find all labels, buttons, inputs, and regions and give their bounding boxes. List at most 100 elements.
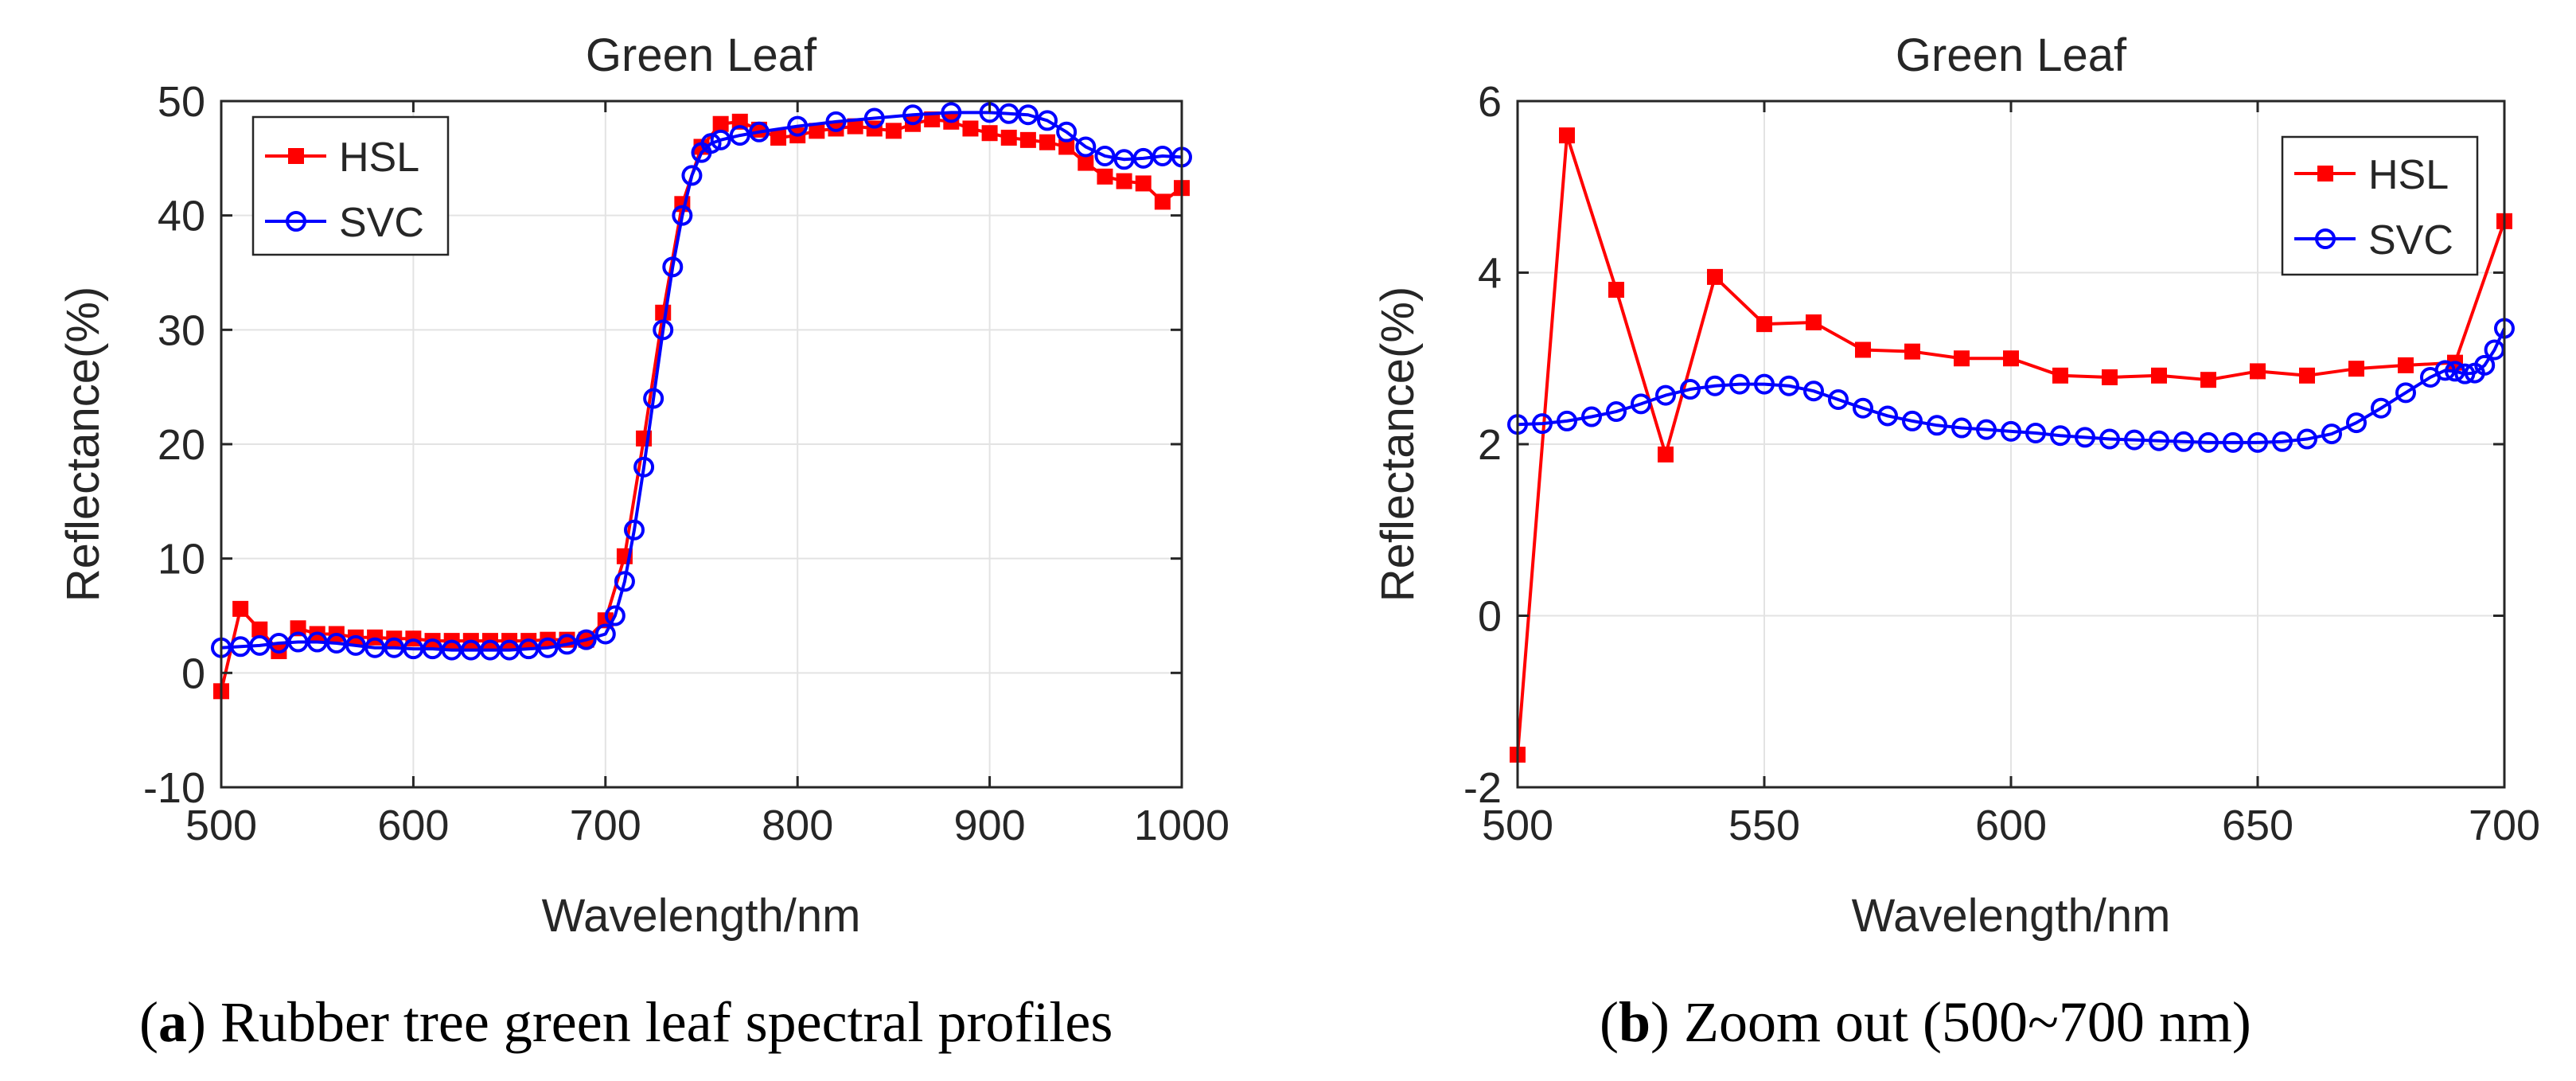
chart-a-series-hsl-point [290, 620, 306, 637]
chart-a-series-svc-point [306, 631, 328, 653]
chart-a-series-svc-point [1132, 147, 1154, 169]
chart-b-series-svc-point [2223, 431, 2243, 453]
chart-a-series-hsl-point [1116, 173, 1132, 189]
chart-a-series-svc-point [1075, 136, 1097, 158]
chart-b-series-svc-point [1828, 388, 1849, 410]
chart-b-legend-svc-marker [2315, 228, 2336, 249]
chart-b-series-svc-point [2198, 431, 2219, 453]
chart-a-xtick-label: 1000 [1134, 802, 1230, 849]
chart-a-series-svc-point [662, 256, 684, 278]
chart-a-series-svc-point [325, 632, 347, 654]
chart-b-legend-box [2281, 135, 2479, 276]
chart-b-series-svc-point [2247, 431, 2268, 453]
chart-b-grid [1518, 101, 2504, 787]
caption-a: (a) Rubber tree green leaf spectral prof… [139, 990, 1113, 1054]
chart-a-ytick-label: 10 [158, 536, 205, 583]
chart-a-series-svc-point [1056, 121, 1078, 142]
chart-b-xtick-label: 700 [2469, 802, 2540, 849]
chart-b-series-svc-point [1754, 373, 1775, 395]
chart-b-series-svc-point [1803, 380, 1824, 402]
chart-a-series-hsl-point [232, 600, 249, 617]
chart-b-xtick-label: 600 [1975, 802, 2047, 849]
chart-a-series-hsl-point [1058, 139, 1075, 155]
chart-b-ytick-label: 2 [1478, 421, 1502, 469]
chart-b-series-svc-point [2454, 363, 2476, 384]
chart-a-ticks: 500 600 700 800 900 1000 -10 0 10 20 30 40 50 [143, 78, 1230, 849]
chart-a-series-svc-point [479, 639, 501, 661]
chart-b-series-svc-point [2124, 429, 2145, 451]
chart-a-series-svc-point [1017, 104, 1039, 126]
chart-b-legend-hsl-marker [2317, 166, 2333, 181]
chart-b-series-hsl-point [2200, 372, 2216, 388]
chart-b-series-hsl-point [2398, 357, 2414, 373]
chart-b-series-svc-point [1927, 415, 1947, 436]
chart-a-series-hsl-point [981, 125, 998, 142]
chart-b-series-svc-point [1951, 417, 1972, 439]
chart-b-ytick-label: -2 [1463, 764, 1502, 812]
chart-b-legend: HSL SVC [2281, 135, 2479, 276]
chart-a-series-hsl-point [809, 123, 825, 139]
chart-a-series-svc-point [748, 121, 770, 142]
caption-a-label: a [158, 990, 187, 1054]
chart-a-series-svc-point [729, 125, 750, 146]
chart-a-legend-hsl-label: HSL [339, 135, 419, 181]
chart-a-series-svc-point [287, 631, 309, 653]
chart-b-series-hsl-point [1658, 446, 1674, 462]
chart-b-series-hsl-point [2348, 361, 2364, 377]
chart-b: 500 550 600 650 700 -2 0 2 4 6 Green Leaf Wavelen… [1372, 29, 2540, 942]
chart-a-series-svc-point [643, 388, 664, 409]
chart-a-legend: HSL SVC [251, 115, 450, 256]
chart-b-series-hsl-point [1855, 341, 1871, 358]
chart-b-ticks: 500 550 600 650 700 -2 0 2 4 6 [1463, 78, 2540, 849]
chart-a-ytick-label: 50 [158, 78, 205, 126]
caption-b-label: b [1619, 990, 1650, 1054]
chart-a-grid [221, 101, 1182, 787]
chart-b-series-hsl-point [2003, 350, 2019, 367]
chart-b-series-svc-point [2395, 382, 2416, 404]
chart-a-series-svc-point [384, 637, 405, 658]
chart-b-series-svc-point [1976, 419, 1997, 440]
chart-b-series-svc-point [1557, 410, 1577, 431]
chart-a-series-svc-point [575, 629, 597, 650]
chart-a-ytick-label: -10 [143, 764, 205, 812]
chart-a-series-svc-point [998, 103, 1019, 124]
chart-b-series-svc-point [2434, 360, 2456, 381]
chart-a-series-svc-point [345, 634, 366, 656]
chart-a-xtick-label: 500 [185, 802, 257, 849]
chart-a-series-svc-point [441, 639, 462, 661]
chart-b-series-svc-point [2346, 412, 2367, 434]
chart-a-ytick-label: 30 [158, 306, 205, 354]
chart-a-series-svc-point [460, 639, 481, 661]
chart-a-series-svc-point [787, 115, 809, 137]
chart-a-series-svc-point [556, 634, 578, 655]
chart-b-series-svc-point [2321, 423, 2342, 445]
chart-b-ytick-label: 4 [1478, 250, 1502, 298]
chart-a-series-hsl-point [655, 304, 672, 321]
chart-b-series-hsl-point [2299, 367, 2315, 384]
chart-a-series-hsl-point [1039, 134, 1056, 150]
chart-b-ytick-label: 6 [1478, 78, 1502, 126]
chart-b-xtick-label: 500 [1482, 802, 1553, 849]
chart-a-series-svc-point [499, 639, 520, 661]
chart-a-series-hsl-point [712, 115, 729, 132]
chart-a-series-hsl-point [1000, 129, 1017, 146]
caption-b: (b) Zoom out (500~700 nm) [1600, 990, 2251, 1054]
chart-a-series-svc-point [230, 636, 251, 658]
chart-a-title: Green Leaf [586, 29, 817, 81]
chart-b-series-svc-point [2149, 430, 2169, 451]
chart-b-legend-svc-label: SVC [2368, 217, 2453, 263]
chart-a-series-hsl-point [962, 120, 979, 137]
chart-a-series-svc-point [700, 133, 722, 154]
chart-a-series-svc-point [1113, 149, 1135, 170]
chart-a-xlabel: Wavelength/nm [542, 890, 861, 942]
chart-b-series-svc-point [1705, 375, 1725, 396]
chart-a-series-svc-point [403, 638, 424, 660]
chart-a-series-hsl-point [731, 113, 748, 130]
chart-a-series-svc-point [518, 638, 540, 660]
chart-b-series-svc-point [2075, 427, 2095, 448]
chart-a-series-svc-point [268, 632, 290, 654]
chart-b-ylabel: Reflectance(%) [1372, 287, 1424, 602]
chart-b-series-hsl-point [1608, 282, 1624, 299]
chart-a-series-svc-point [624, 519, 645, 540]
chart-a-series-svc-point [1152, 145, 1173, 166]
